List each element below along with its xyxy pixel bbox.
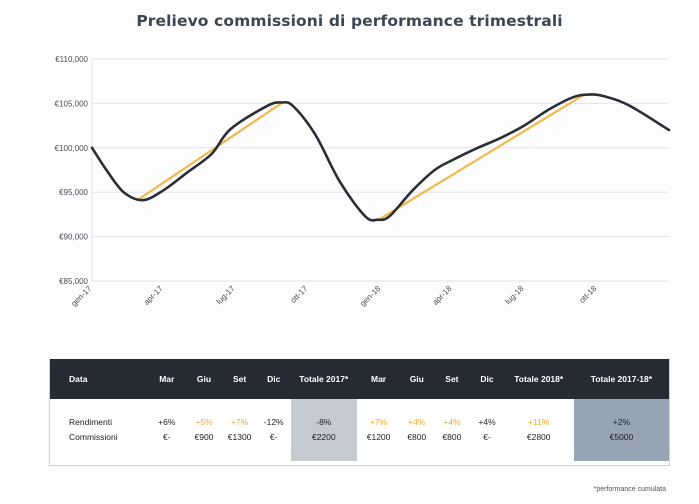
header-totale-2017-18: Totale 2017-18* bbox=[590, 374, 653, 384]
value-series-line bbox=[90, 93, 671, 222]
table-cell: €1200 bbox=[366, 432, 391, 442]
table-cell: €- bbox=[483, 432, 491, 442]
line-chart: €85,000 €90,000 €95,000 €100,000 €105,000 €11… bbox=[55, 55, 671, 308]
header-set-2018: Set bbox=[445, 374, 459, 384]
table-cell: +4% bbox=[408, 417, 426, 427]
table-cell: -12% bbox=[263, 417, 284, 427]
header-giu-2017: Giu bbox=[196, 374, 212, 384]
table-cell: +5% bbox=[195, 417, 213, 427]
x-tick-label: lug-17 bbox=[215, 284, 237, 306]
row-label: Commissioni bbox=[69, 432, 118, 442]
header-totale-2018: Totale 2018* bbox=[514, 374, 564, 384]
table-cell: €- bbox=[162, 432, 171, 442]
table-cell: +4% bbox=[443, 417, 461, 427]
y-tick-label: €110,000 bbox=[55, 55, 88, 64]
table-cell: €- bbox=[269, 432, 278, 442]
table-cell: +7% bbox=[230, 417, 249, 427]
header-totale-2017: Totale 2017* bbox=[299, 374, 349, 384]
header-mar-2017: Mar bbox=[159, 374, 175, 384]
header-data: Data bbox=[69, 374, 88, 384]
x-tick-label: gen-18 bbox=[358, 284, 382, 308]
trend-line-segment bbox=[137, 102, 283, 201]
chart-title: Prelievo commissioni di performance trim… bbox=[136, 12, 563, 30]
x-axis-ticks: gen-17 apr-17 lug-17 ott-17 gen-18 apr-18 lug-… bbox=[69, 284, 598, 308]
header-dic-2018: Dic bbox=[480, 374, 494, 384]
header-giu-2018: Giu bbox=[409, 374, 424, 384]
table-cell-total-2017: -8% bbox=[290, 399, 357, 429]
x-tick-label: apr-17 bbox=[142, 284, 165, 307]
summary-table: Data Mar Giu Set Dic Totale 2017* Mar Gi… bbox=[49, 359, 670, 466]
table-header-row: Data Mar Giu Set Dic Totale 2017* Mar Gi… bbox=[50, 359, 669, 399]
row-label: Rendimenti bbox=[69, 417, 112, 427]
table-cell-total-2017-18: +2% bbox=[573, 399, 669, 429]
table-row-rendimenti: Rendimenti +6% +5% +7% -12% -8% +7% +4% … bbox=[50, 399, 669, 429]
x-tick-label: apr-18 bbox=[431, 284, 454, 307]
y-tick-label: €85,000 bbox=[59, 277, 88, 286]
table-cell: +6% bbox=[158, 417, 176, 427]
grid-layer bbox=[91, 58, 669, 282]
header-set-2017: Set bbox=[232, 374, 247, 384]
table-cell-total-2018: +11% bbox=[528, 417, 550, 427]
x-tick-label: lug-18 bbox=[503, 284, 525, 306]
table-cell: €800 bbox=[442, 432, 462, 442]
y-axis-ticks: €85,000 €90,000 €95,000 €100,000 €105,000 €11… bbox=[55, 55, 89, 286]
header-dic-2017: Dic bbox=[267, 374, 281, 384]
table-cell-total-2017-18: €5000 bbox=[573, 429, 669, 454]
table-cell: +4% bbox=[478, 417, 496, 427]
footnote: *performance cumulata bbox=[593, 486, 666, 493]
x-tick-label: ott-18 bbox=[578, 284, 599, 305]
table-row-commissioni: Commissioni €- €900 €1300 €- €2200 €1200… bbox=[50, 429, 669, 454]
table-cell: €900 bbox=[194, 432, 214, 442]
table-cell-total-2018: €2800 bbox=[526, 432, 551, 442]
trend-line-segment bbox=[379, 93, 586, 220]
y-tick-label: €90,000 bbox=[59, 233, 88, 242]
table-cell: +7% bbox=[369, 417, 388, 427]
y-tick-label: €105,000 bbox=[55, 99, 89, 108]
x-tick-label: ott-17 bbox=[289, 284, 310, 305]
table-bottom-spacer bbox=[50, 454, 669, 461]
series-layer bbox=[90, 93, 671, 222]
table-cell: €1300 bbox=[227, 432, 252, 442]
x-tick-label: gen-17 bbox=[69, 284, 93, 308]
header-mar-2018: Mar bbox=[370, 374, 387, 384]
y-tick-label: €95,000 bbox=[59, 188, 88, 197]
table-cell-total-2017: €2200 bbox=[290, 429, 357, 454]
y-tick-label: €100,000 bbox=[55, 144, 89, 153]
table-cell: €800 bbox=[407, 432, 427, 442]
